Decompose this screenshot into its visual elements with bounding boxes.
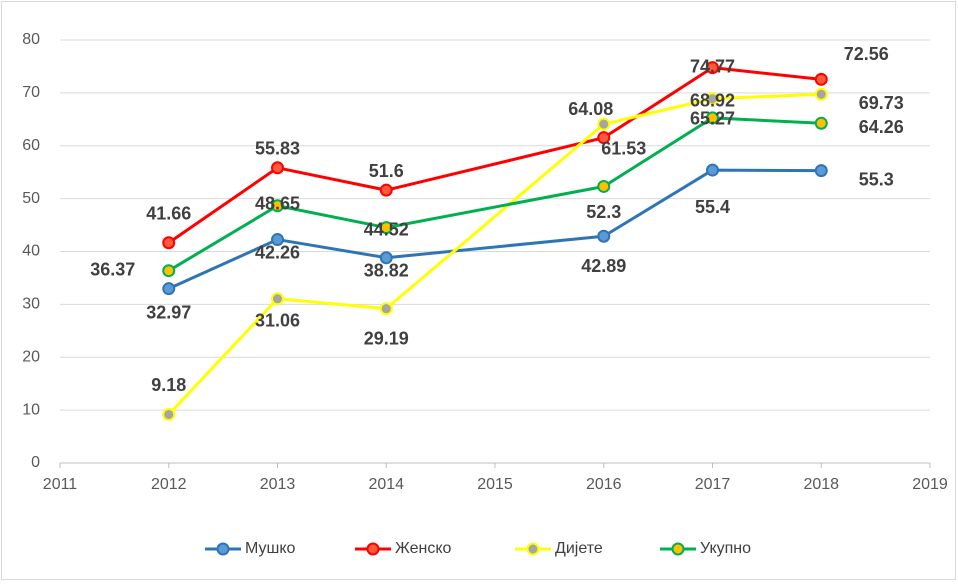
data-label: 55.4 [695, 197, 730, 217]
data-label: 42.89 [581, 256, 626, 276]
x-tick-label: 2016 [586, 476, 622, 493]
y-tick-label: 80 [22, 31, 40, 48]
marker [706, 92, 719, 106]
marker [162, 236, 176, 250]
data-label: 51.6 [369, 161, 404, 181]
data-label: 52.3 [586, 202, 621, 222]
data-label: 64.26 [859, 117, 904, 137]
series-line [167, 66, 822, 244]
x-tick-label: 2015 [477, 476, 513, 493]
x-tick-label: 2018 [803, 476, 839, 493]
data-label: 42.26 [255, 242, 300, 262]
data-label: 69.73 [859, 93, 904, 113]
series-line [167, 116, 822, 272]
data-label: 68.92 [690, 90, 735, 110]
marker [379, 183, 393, 197]
data-label: 32.97 [146, 302, 191, 322]
marker [597, 131, 611, 145]
series-line [168, 168, 822, 291]
legend-label: Дијете [555, 540, 603, 557]
marker [162, 264, 176, 278]
data-label: 55.83 [255, 139, 300, 159]
y-tick-label: 10 [22, 401, 40, 418]
marker [379, 221, 393, 235]
marker [597, 229, 611, 243]
data-label: 41.66 [146, 203, 191, 223]
series-line [167, 92, 822, 416]
y-tick-label: 60 [22, 137, 40, 154]
data-label: 55.3 [859, 169, 894, 189]
x-tick-label: 2013 [260, 476, 296, 493]
marker [597, 117, 611, 131]
legend-marker [526, 542, 540, 556]
data-label: 61.53 [601, 138, 646, 158]
y-tick-label: 20 [22, 348, 40, 365]
marker [814, 164, 828, 178]
marker [379, 251, 393, 265]
x-tick-label: 2019 [912, 476, 948, 493]
marker [271, 199, 284, 213]
data-label: 64.08 [568, 99, 613, 119]
marker [814, 116, 828, 130]
marker [271, 292, 284, 306]
legend-marker [366, 542, 380, 556]
marker [706, 61, 719, 75]
x-tick-label: 2011 [43, 476, 78, 493]
data-label: 36.37 [90, 259, 135, 279]
marker [162, 407, 176, 421]
marker [162, 282, 176, 296]
marker [706, 111, 719, 125]
data-label: 72.56 [844, 44, 889, 64]
data-label: 74.77 [690, 56, 735, 76]
y-tick-label: 70 [22, 84, 40, 101]
marker [379, 302, 393, 316]
marker [271, 233, 284, 247]
data-label: 44.52 [364, 219, 409, 239]
legend-marker [671, 542, 685, 556]
data-label: 29.19 [364, 328, 409, 348]
marker [706, 163, 719, 177]
x-tick-label: 2017 [695, 476, 731, 493]
marker [814, 72, 828, 86]
legend-label: Укупно [700, 540, 751, 557]
y-tick-label: 40 [22, 243, 40, 260]
x-tick-label: 2012 [151, 476, 187, 493]
legend-label: Мушко [245, 540, 296, 557]
y-tick-label: 30 [22, 296, 40, 313]
legend-marker [216, 542, 230, 556]
y-tick-label: 0 [31, 454, 40, 471]
x-tick-label: 2014 [368, 476, 404, 493]
marker [814, 87, 828, 101]
data-label: 31.06 [255, 311, 300, 331]
legend-label: Женско [395, 540, 451, 557]
marker [271, 161, 284, 175]
data-label: 38.82 [364, 260, 409, 280]
data-label: 48.65 [255, 194, 300, 214]
y-tick-label: 50 [22, 190, 40, 207]
marker [597, 179, 611, 193]
data-label: 65.27 [690, 109, 735, 129]
data-label: 9.18 [151, 375, 186, 395]
